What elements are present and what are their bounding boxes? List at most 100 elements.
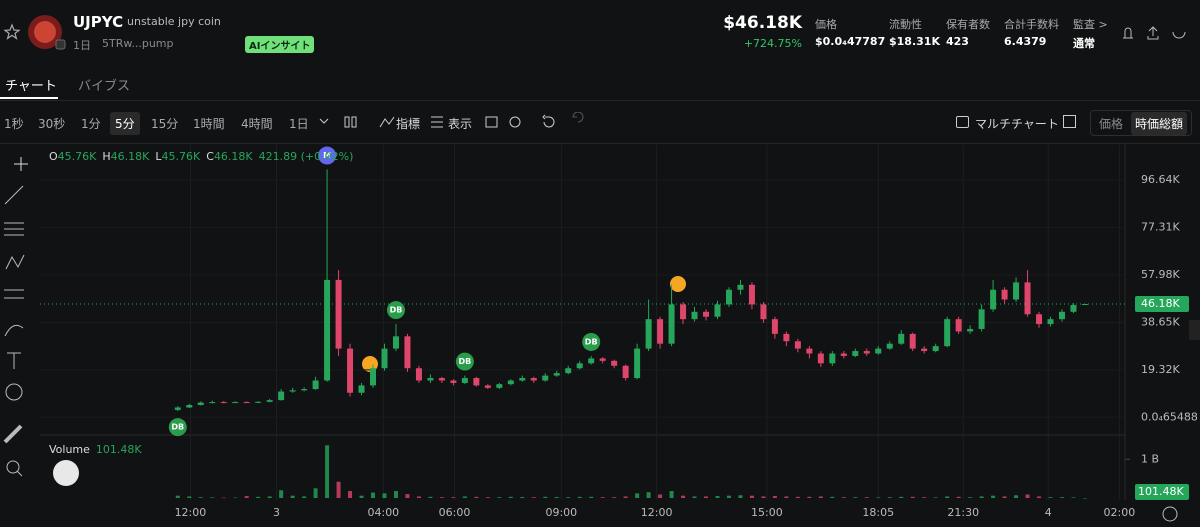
interval[interactable]: 4時間: [241, 117, 273, 131]
volume-bar: [416, 496, 421, 498]
display[interactable]: 表示: [448, 117, 473, 131]
volume-bar: [681, 495, 686, 498]
ohlc-value: 46.18K: [214, 150, 253, 163]
volume-bar: [864, 497, 869, 498]
interval[interactable]: 1時間: [193, 117, 225, 131]
last-volume-label: 101.48K: [1138, 485, 1184, 498]
volume-bar: [371, 492, 376, 498]
volume-bar: [198, 497, 203, 498]
y-tick-label: 19.32K: [1141, 363, 1180, 376]
candle-body: [519, 378, 526, 381]
candle-body: [898, 333, 905, 344]
volume-bar: [267, 496, 272, 498]
interval[interactable]: 5分: [110, 112, 140, 135]
volume-bar: [175, 495, 180, 498]
interval[interactable]: 15分: [151, 117, 179, 131]
candle-body: [748, 284, 755, 305]
candle-body: [415, 368, 422, 381]
age: 1日: [73, 39, 91, 52]
volume-bar: [531, 497, 536, 498]
indicators[interactable]: 指標: [396, 117, 421, 131]
candle-body: [553, 373, 560, 376]
candle-body: [289, 390, 296, 392]
candle-body: [1001, 289, 1008, 300]
y-tick-label: 77.31K: [1141, 221, 1180, 234]
marker: [582, 332, 601, 351]
mode-mcap[interactable]: 時価総額: [1131, 112, 1188, 135]
volume-bar: [279, 490, 284, 498]
y-tick-label: 96.64K: [1141, 173, 1180, 186]
volume-bar: [428, 496, 433, 498]
volume-bar: [910, 496, 915, 498]
volume-bar: [612, 497, 617, 498]
ai-badge[interactable]: AIインサイト: [245, 36, 315, 53]
volume-tick-label: 1 B: [1141, 452, 1159, 465]
drawing-tools[interactable]: [0, 144, 40, 527]
candle-body: [1058, 311, 1065, 320]
event-icon[interactable]: [362, 356, 378, 372]
candle-body: [588, 358, 595, 364]
candle-body: [967, 328, 974, 332]
candle-body: [921, 348, 928, 352]
volume-bar: [922, 497, 927, 498]
event-icon[interactable]: [670, 276, 686, 292]
ohlc-key: O: [49, 150, 58, 163]
candle-body: [450, 380, 457, 383]
candle-body: [1036, 314, 1043, 325]
volume-bar: [508, 496, 513, 498]
x-tick-label: 04:00: [367, 506, 399, 519]
marker: [318, 146, 337, 165]
candle-body: [220, 402, 227, 404]
candle-body: [657, 319, 664, 344]
chart: 12:00 3 04:00 06:00 09:00 12:00 15:00 18:05 21:3…: [40, 144, 1200, 522]
candle-body: [530, 378, 537, 381]
volume-bar: [623, 496, 628, 498]
candle-body: [875, 348, 882, 354]
header-icons[interactable]: [1118, 22, 1198, 44]
volume-bar: [876, 497, 881, 498]
multichart[interactable]: マルチチャート: [975, 117, 1059, 131]
candle-body: [1070, 305, 1077, 312]
address[interactable]: 5TRw...pump: [102, 37, 174, 50]
volume-bar: [302, 496, 307, 498]
volume-bar: [589, 496, 594, 498]
candle-body: [829, 353, 836, 364]
multichart-icon[interactable]: [956, 116, 969, 128]
volume-bar: [968, 497, 973, 498]
stat-label: 流動性: [889, 18, 922, 31]
toolbar-icons[interactable]: [316, 112, 606, 132]
volume-bar: [945, 496, 950, 498]
volume-bar: [979, 496, 984, 498]
candle-body: [392, 336, 399, 349]
candle-body: [725, 289, 732, 305]
tab[interactable]: チャート: [5, 79, 57, 94]
tab[interactable]: バイブス: [78, 79, 131, 94]
interval[interactable]: 1分: [81, 117, 101, 131]
volume-bar: [566, 497, 571, 498]
volume-bar: [359, 495, 364, 498]
candle-body: [278, 391, 285, 401]
interval[interactable]: 30秒: [38, 117, 66, 131]
candle-body: [576, 363, 583, 369]
token: UJPYC: [73, 13, 124, 31]
x-tick-label: 09:00: [545, 506, 577, 519]
candle-body: [1013, 282, 1020, 300]
collapse-button[interactable]: [1189, 320, 1200, 340]
x-tick-label: 4: [1045, 506, 1052, 519]
volume-bar: [635, 493, 640, 498]
mode-price[interactable]: 価格: [1099, 117, 1124, 131]
candle-body: [622, 365, 629, 379]
volume-bar: [520, 497, 525, 498]
settings[interactable]: [1162, 506, 1178, 522]
ohlc-change: 421.89 (+0.92%): [259, 150, 354, 163]
volume-bar: [221, 497, 226, 499]
volume-bar: [715, 496, 720, 498]
candle-body: [886, 343, 893, 349]
candle-body: [381, 348, 388, 369]
candle-body: [863, 351, 870, 354]
fullscreen[interactable]: [1063, 115, 1076, 128]
candle-body: [542, 375, 549, 381]
candle-body: [760, 304, 767, 320]
interval[interactable]: 1秒: [4, 117, 24, 131]
interval[interactable]: 1日: [289, 117, 309, 131]
